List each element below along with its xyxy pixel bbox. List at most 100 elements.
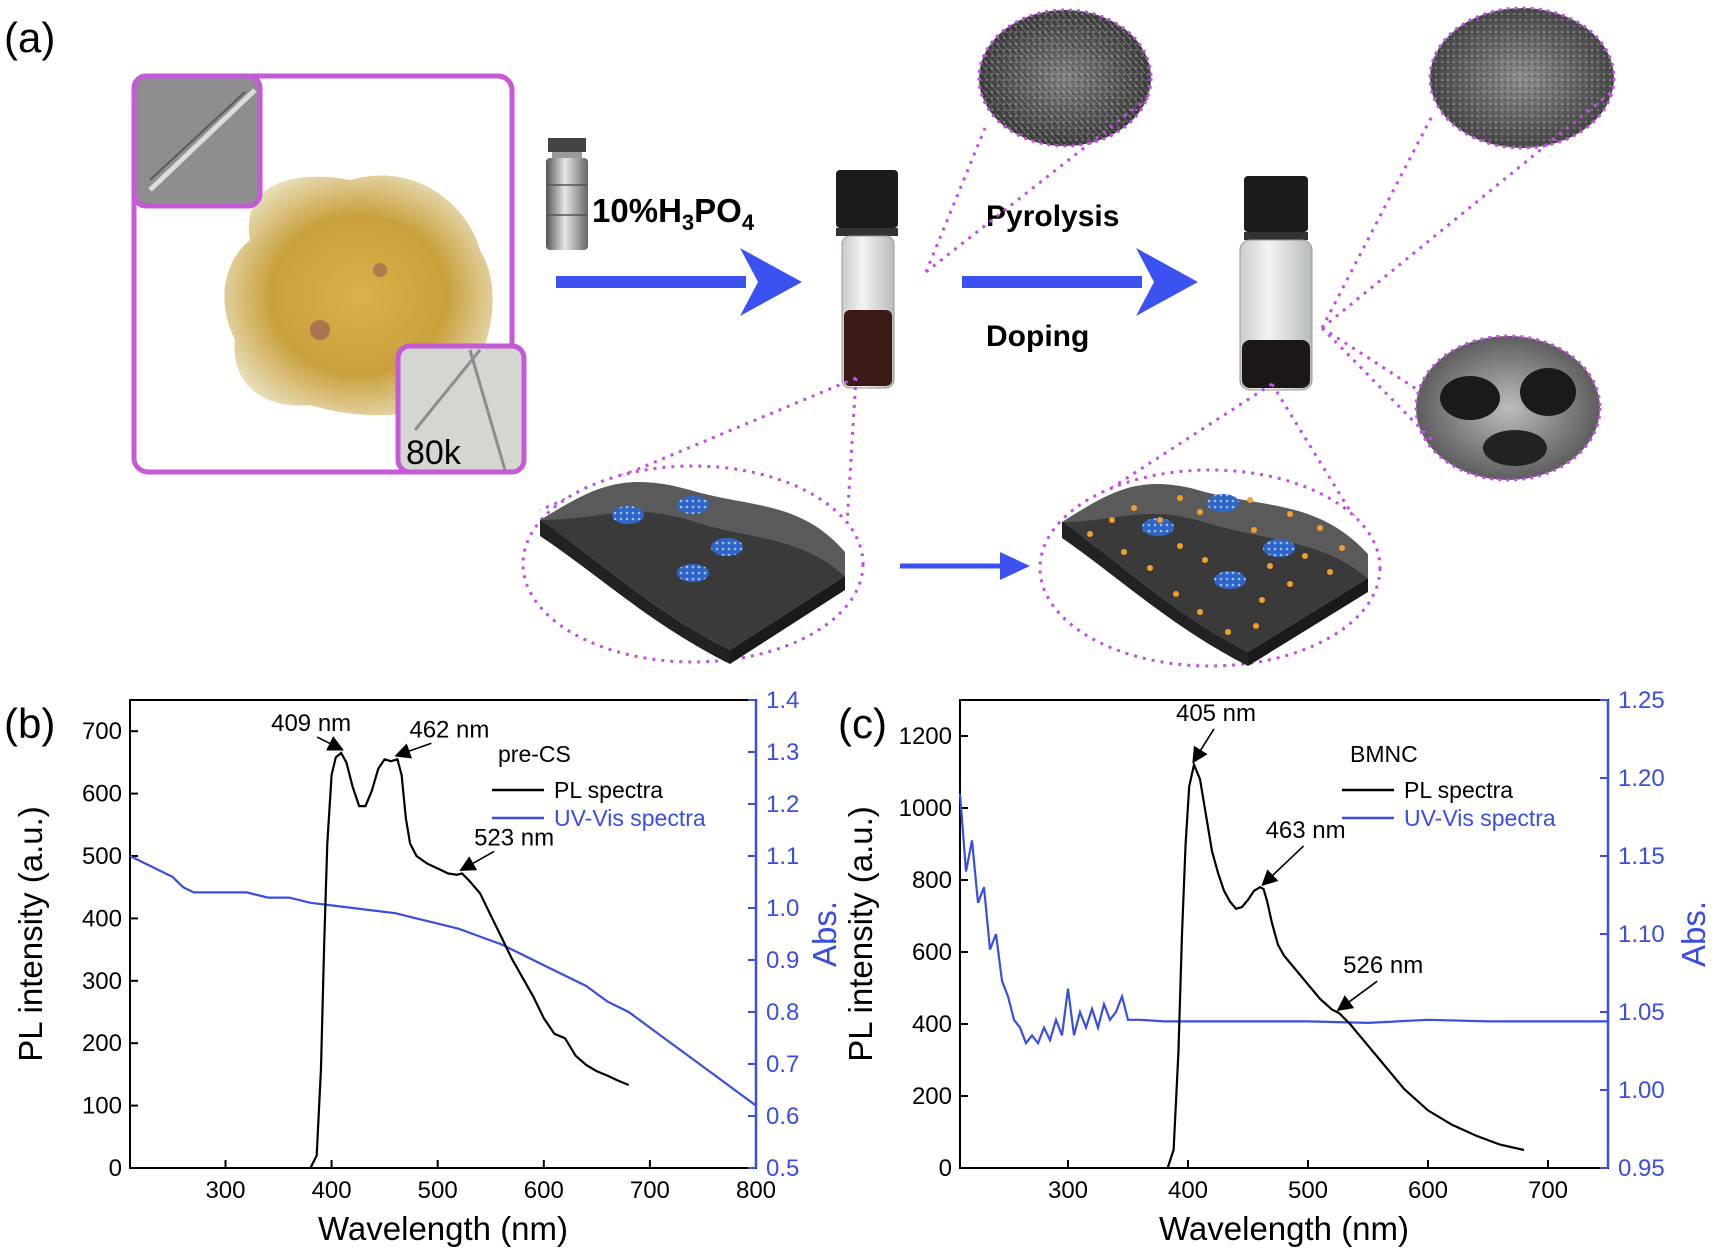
- y-tick-label: 1200: [899, 723, 952, 750]
- legend-title-c: BMNC: [1350, 741, 1418, 767]
- y-tick-label: 0: [109, 1155, 122, 1182]
- vial-carbon-sponge: [836, 170, 898, 389]
- fiber-sem-inset: [131, 73, 263, 209]
- sem-image-porous: [1414, 334, 1602, 482]
- y-tick-label: 200: [82, 1030, 122, 1057]
- carbon-sheet-model: [521, 464, 865, 664]
- x-axis-label-b: Wavelength (nm): [318, 1210, 568, 1247]
- y2-tick-label: 1.25: [1618, 687, 1665, 714]
- x-ticks-b: 300 400 500 600 700 800: [205, 1160, 776, 1204]
- legend-entry-pl-b: PL spectra: [554, 777, 663, 803]
- dopant-dots: [1087, 495, 1345, 635]
- panel-b-label: (b): [4, 700, 55, 747]
- legend-title-b: pre-CS: [498, 741, 571, 767]
- y2-tick-label: 1.3: [766, 739, 799, 766]
- scale-label: 80k: [406, 434, 462, 472]
- pyrolysis-label: Pyrolysis: [986, 200, 1119, 233]
- x-tick-label: 600: [1408, 1177, 1448, 1204]
- peak-arrow: [1192, 728, 1215, 764]
- tem-image-lattice: [977, 8, 1153, 148]
- doping-small-arrow: [900, 552, 1030, 580]
- peak-arrow: [1261, 845, 1305, 887]
- y-tick-label: 300: [82, 968, 122, 995]
- pyrolysis-arrow: [962, 248, 1198, 316]
- y-tick-label: 800: [912, 867, 952, 894]
- y-tick-label: 400: [912, 1011, 952, 1038]
- x-tick-label: 500: [1288, 1177, 1328, 1204]
- peak-label: 409 nm: [271, 710, 351, 737]
- y2-tick-label: 0.7: [766, 1051, 799, 1078]
- pl-line-b: [309, 751, 630, 1169]
- doping-label: Doping: [986, 320, 1089, 353]
- legend-entry-uv-c: UV-Vis spectra: [1404, 805, 1556, 831]
- doped-sheet-model: [1038, 468, 1382, 668]
- y2-tick-label: 0.9: [766, 947, 799, 974]
- reagent-label: 10%H3PO4: [592, 192, 755, 235]
- uv-vis-line-b: [129, 855, 757, 1107]
- y2-tick-label: 0.8: [766, 999, 799, 1026]
- y-tick-label: 200: [912, 1083, 952, 1110]
- vial-doped-carbon: [1239, 176, 1313, 391]
- legend-entry-pl-c: PL spectra: [1404, 777, 1513, 803]
- hydrothermal-arrow: [556, 248, 802, 316]
- y2-tick-label: 1.4: [766, 687, 799, 714]
- x-tick-label: 300: [1048, 1177, 1088, 1204]
- y2-axis-label-c: Abs.: [1675, 901, 1712, 967]
- x-ticks-c: 300 400 500 600 700: [1048, 1160, 1568, 1204]
- chart-c: (c) 300 400 500 600 700 0 200 400 600 800 1000 120…: [838, 687, 1712, 1247]
- peak-label: 462 nm: [409, 716, 489, 743]
- x-tick-label: 400: [1168, 1177, 1208, 1204]
- x-tick-label: 800: [736, 1177, 776, 1204]
- legend-c: BMNC PL spectra UV-Vis spectra: [1342, 741, 1556, 831]
- y2-axis-label-b: Abs.: [806, 901, 843, 967]
- x-tick-label: 400: [312, 1177, 352, 1204]
- plot-frame-c: [959, 699, 1609, 1169]
- y2-tick-label: 1.10: [1618, 921, 1665, 948]
- x-axis-label-c: Wavelength (nm): [1159, 1210, 1409, 1247]
- peak-arrow: [1336, 980, 1378, 1012]
- x-tick-label: 500: [418, 1177, 458, 1204]
- tem-image-porous: [1428, 6, 1616, 150]
- panel-a: (a) 80k: [4, 6, 1616, 668]
- panel-a-label: (a): [4, 14, 55, 61]
- y-tick-label: 600: [82, 781, 122, 808]
- y-tick-label: 700: [82, 718, 122, 745]
- peak-annotations-c: 405 nm 463 nm 526 nm: [1176, 700, 1423, 1012]
- y-tick-label: 600: [912, 939, 952, 966]
- y2-tick-label: 1.00: [1618, 1077, 1665, 1104]
- pl-line-c: [1166, 761, 1525, 1169]
- y-tick-label: 400: [82, 905, 122, 932]
- y2-tick-label: 1.1: [766, 843, 799, 870]
- autoclave-icon: [546, 138, 588, 250]
- peak-arrow: [459, 850, 495, 872]
- x-tick-label: 700: [1528, 1177, 1568, 1204]
- plot-frame-b: [129, 699, 757, 1169]
- x-tick-label: 300: [205, 1177, 245, 1204]
- legend-entry-uv-b: UV-Vis spectra: [554, 805, 706, 831]
- legend-b: pre-CS PL spectra UV-Vis spectra: [492, 741, 706, 831]
- y2-tick-label: 1.2: [766, 791, 799, 818]
- y-ticks-b: 0 100 200 300 400 500 600 700: [82, 718, 138, 1182]
- chart-b: (b) 300 400 500 600 700 800 0 100 200 300 400 500 6…: [4, 687, 843, 1247]
- x-tick-label: 700: [630, 1177, 670, 1204]
- y2-tick-label: 1.20: [1618, 765, 1665, 792]
- y2-tick-label: 1.0: [766, 895, 799, 922]
- y2-tick-label: 0.5: [766, 1155, 799, 1182]
- peak-label: 526 nm: [1343, 952, 1423, 979]
- y2-tick-label: 1.05: [1618, 999, 1665, 1026]
- y2-ticks-c: 0.95 1.00 1.05 1.10 1.15 1.20 1.25: [1600, 687, 1665, 1182]
- uv-vis-line-c: [958, 793, 1608, 1046]
- y-tick-label: 0: [939, 1155, 952, 1182]
- y-axis-label-c: PL intensity (a.u.): [842, 806, 879, 1062]
- y-tick-label: 1000: [899, 795, 952, 822]
- y-tick-label: 100: [82, 1093, 122, 1120]
- peak-label: 463 nm: [1266, 817, 1346, 844]
- raw-material-photo: 80k: [131, 73, 527, 475]
- y-ticks-c: 0 200 400 600 800 1000 1200: [899, 723, 968, 1182]
- peak-arrow: [394, 742, 432, 759]
- x-tick-label: 600: [524, 1177, 564, 1204]
- y2-tick-label: 0.95: [1618, 1155, 1665, 1182]
- y2-tick-label: 1.15: [1618, 843, 1665, 870]
- peak-arrow: [316, 736, 345, 751]
